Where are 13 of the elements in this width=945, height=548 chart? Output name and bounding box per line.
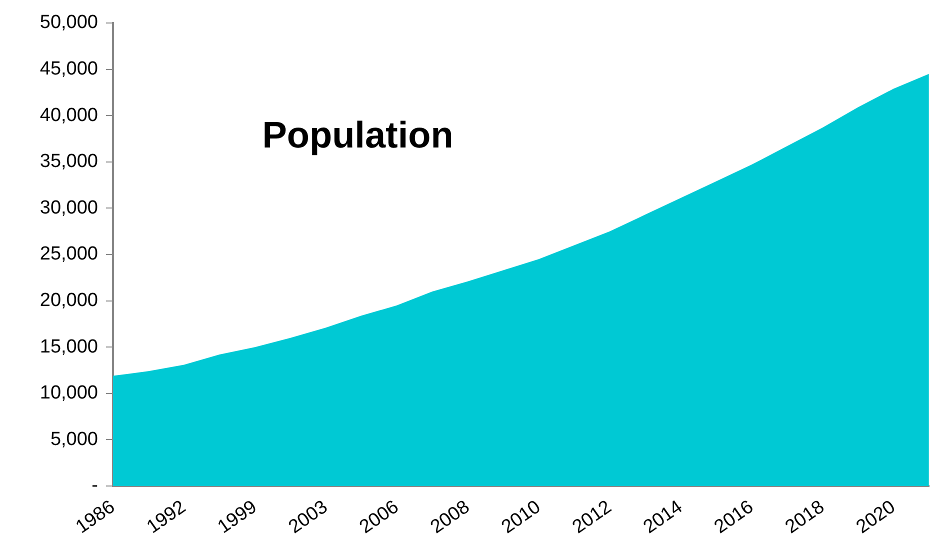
x-tick-label: 1999 bbox=[214, 496, 261, 538]
text: Population bbox=[262, 114, 454, 156]
y-tick-label: 25,000 bbox=[40, 244, 98, 265]
y-tick-label: 50,000 bbox=[40, 12, 98, 34]
y-tick-label: 15,000 bbox=[40, 336, 98, 358]
y-tick-label: - bbox=[92, 475, 98, 496]
y-tick-label: 45,000 bbox=[40, 58, 98, 80]
y-tick-label: 5,000 bbox=[50, 428, 98, 450]
y-tick-label: 20,000 bbox=[40, 290, 98, 312]
y-tick-label: 35,000 bbox=[40, 151, 98, 172]
y-tick-label: 10,000 bbox=[40, 382, 98, 404]
y-tick-label: 30,000 bbox=[40, 197, 98, 218]
y-tick-label: 40,000 bbox=[40, 104, 98, 126]
